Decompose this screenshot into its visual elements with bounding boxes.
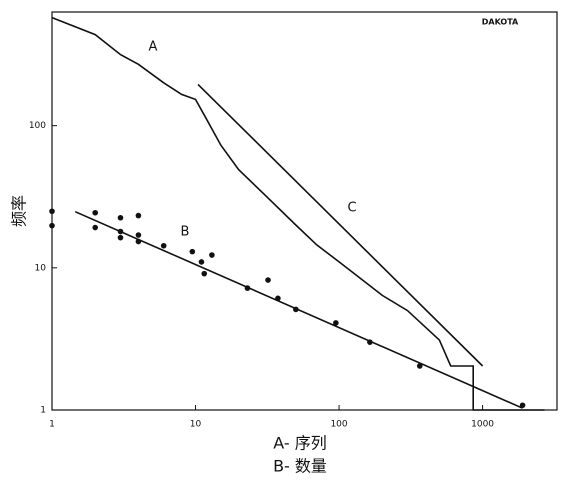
data-point xyxy=(49,208,55,215)
y-tick-label: 1 xyxy=(40,406,46,416)
data-point xyxy=(519,402,526,409)
x-tick-label: 1000 xyxy=(471,420,494,430)
series-line xyxy=(51,16,545,411)
data-point xyxy=(416,363,423,369)
annotation: C xyxy=(347,201,356,216)
data-point xyxy=(209,252,215,258)
x-tick-label: 10 xyxy=(190,420,202,430)
y-tick-label: 100 xyxy=(29,121,46,131)
data-point xyxy=(160,242,167,249)
data-point xyxy=(117,234,124,241)
data-point xyxy=(189,248,196,255)
series-line xyxy=(197,83,484,367)
data-point xyxy=(117,214,124,221)
data-point xyxy=(117,228,124,235)
plot-frame xyxy=(51,11,558,411)
data-point xyxy=(293,306,299,313)
data-point xyxy=(92,209,99,216)
y-tick-label: 10 xyxy=(35,263,47,273)
x-tick-label: 1 xyxy=(49,420,55,430)
data-point xyxy=(265,277,271,283)
data-point xyxy=(201,270,208,277)
y-axis-label: 频率 xyxy=(10,195,29,227)
data-point xyxy=(135,238,142,245)
series-line xyxy=(74,210,523,409)
data-point xyxy=(135,232,142,238)
data-point xyxy=(135,212,142,219)
data-point xyxy=(244,285,251,291)
chart-title: DAKOTA xyxy=(482,18,519,27)
data-point xyxy=(275,295,281,302)
data-point xyxy=(92,224,99,231)
annotation: B xyxy=(181,225,190,240)
data-point xyxy=(367,339,373,345)
data-point xyxy=(49,222,55,229)
data-point xyxy=(333,320,339,326)
data-point xyxy=(198,259,205,265)
annotation: A xyxy=(149,40,158,55)
x-axis-label: A- 序列 xyxy=(273,434,326,453)
x-axis-label: B- 数量 xyxy=(273,457,327,476)
x-tick-label: 100 xyxy=(330,420,347,430)
